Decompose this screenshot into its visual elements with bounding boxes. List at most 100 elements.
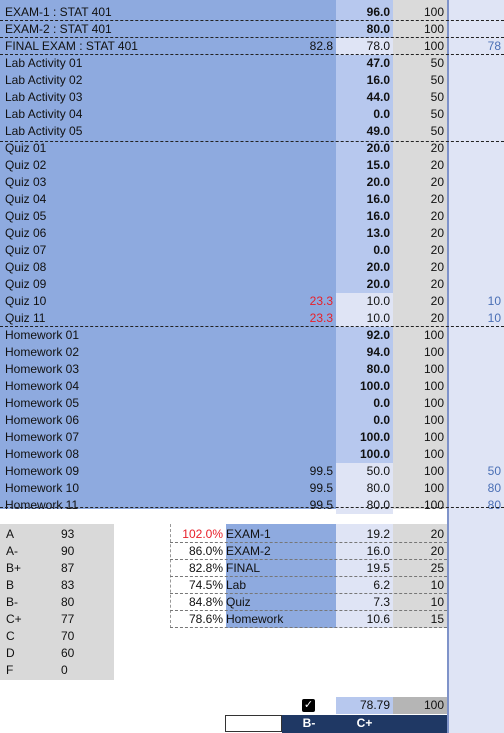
assignment-name: Quiz 04	[5, 192, 47, 206]
grade-row: Lab Activity 05 49.0 50	[0, 123, 504, 140]
max-points: 100	[423, 39, 444, 53]
separator	[0, 326, 504, 327]
category-score: 10.6	[366, 612, 390, 626]
grade-letter: A-	[6, 544, 18, 558]
side-score: 78	[487, 39, 501, 53]
grade-row: EXAM-1 : STAT 401 96.0 100	[0, 4, 504, 21]
assignment-name: Homework 10	[5, 481, 80, 495]
assignment-name: Quiz 11	[5, 311, 46, 325]
max-points: 100	[423, 345, 444, 359]
max-points: 50	[430, 73, 444, 87]
adjusted-score: 23.3	[309, 311, 333, 325]
category-weight: 20	[430, 527, 444, 541]
grade-cutoff: 77	[61, 612, 75, 626]
grade-cutoff: 60	[61, 646, 75, 660]
separator	[0, 54, 504, 55]
score: 16.0	[366, 209, 390, 223]
name-column-band	[0, 0, 336, 509]
max-points: 20	[430, 243, 444, 257]
score-column-band	[336, 0, 393, 509]
score: 50.0	[336, 463, 393, 480]
category-percent: 74.5%	[188, 578, 223, 592]
grade-row: Quiz 09 20.0 20	[0, 276, 504, 293]
score: 20.0	[366, 277, 390, 291]
score: 15.0	[366, 158, 390, 172]
assignment-name: Lab Activity 01	[5, 56, 83, 70]
category-name: Quiz	[226, 595, 251, 609]
grade-input-cell[interactable]	[225, 715, 282, 732]
assignment-name: Quiz 06	[5, 226, 47, 240]
max-points: 100	[423, 464, 444, 478]
score: 100.0	[359, 447, 390, 461]
assignment-name: EXAM-1 : STAT 401	[5, 5, 112, 19]
adjusted-score: 23.3	[309, 294, 333, 308]
grade-row: Quiz 05 16.0 20	[0, 208, 504, 225]
grade-row: Lab Activity 04 0.0 50	[0, 106, 504, 123]
separator	[170, 576, 447, 577]
max-points: 100	[423, 413, 444, 427]
score: 0.0	[373, 396, 390, 410]
side-column-band	[449, 0, 504, 733]
side-score: 80	[487, 498, 501, 512]
grade-cutoff: 87	[61, 561, 75, 575]
max-points: 100	[423, 362, 444, 376]
max-points: 100	[423, 447, 444, 461]
grade-row: Homework 10 99.5 80.0 100 80	[0, 480, 504, 497]
final-grade-bar	[282, 715, 447, 733]
assignment-name: Lab Activity 04	[5, 107, 83, 121]
category-weight: 25	[430, 561, 444, 575]
score: 20.0	[366, 260, 390, 274]
category-percent: 82.8%	[188, 561, 223, 575]
total-score: 78.79	[336, 697, 393, 714]
separator	[170, 593, 447, 594]
assignment-name: FINAL EXAM : STAT 401	[5, 39, 138, 53]
max-points: 50	[430, 90, 444, 104]
score: 10.0	[336, 293, 393, 310]
grade-row: Homework 04 100.0 100	[0, 378, 504, 395]
score: 20.0	[366, 175, 390, 189]
score: 16.0	[366, 73, 390, 87]
side-score: 80	[487, 481, 501, 495]
grade-cutoff: 70	[61, 629, 75, 643]
separator	[0, 507, 504, 508]
assignment-name: Homework 05	[5, 396, 80, 410]
assignment-name: Quiz 01	[5, 141, 47, 155]
separator	[170, 627, 447, 628]
grade-row: Homework 01 92.0 100	[0, 327, 504, 344]
assignment-name: Quiz 03	[5, 175, 47, 189]
letter-grade-2: C+	[356, 716, 373, 730]
grade-letter: F	[6, 663, 14, 677]
score: 100.0	[359, 430, 390, 444]
grade-row: Quiz 06 13.0 20	[0, 225, 504, 242]
score: 49.0	[366, 124, 390, 138]
assignment-name: Quiz 10	[5, 294, 47, 308]
score: 80.0	[336, 497, 393, 514]
score: 0.0	[373, 107, 390, 121]
score: 44.0	[366, 90, 390, 104]
assignment-name: Quiz 08	[5, 260, 47, 274]
assignment-name: Homework 03	[5, 362, 80, 376]
category-score: 6.2	[373, 578, 390, 592]
score: 96.0	[366, 5, 390, 19]
max-points: 100	[423, 379, 444, 393]
score: 10.0	[336, 310, 393, 327]
max-points: 50	[430, 107, 444, 121]
points-column-band	[393, 0, 447, 509]
max-points: 20	[430, 175, 444, 189]
score: 92.0	[366, 328, 390, 342]
max-points: 100	[423, 22, 444, 36]
category-weight: 20	[430, 544, 444, 558]
total-max: 100	[393, 697, 447, 714]
score: 80.0	[366, 362, 390, 376]
side-score: 10	[487, 311, 501, 325]
assignment-name: Lab Activity 03	[5, 90, 83, 104]
grade-cutoff: 83	[61, 578, 75, 592]
total-checkbox[interactable]: ✓	[302, 699, 315, 712]
grade-cutoff: 90	[61, 544, 75, 558]
grade-row: Lab Activity 01 47.0 50	[0, 55, 504, 72]
adjusted-score: 99.5	[309, 464, 333, 478]
grade-scale-panel	[0, 524, 114, 680]
max-points: 20	[430, 141, 444, 155]
assignment-name: Homework 02	[5, 345, 80, 359]
score: 80.0	[336, 480, 393, 497]
